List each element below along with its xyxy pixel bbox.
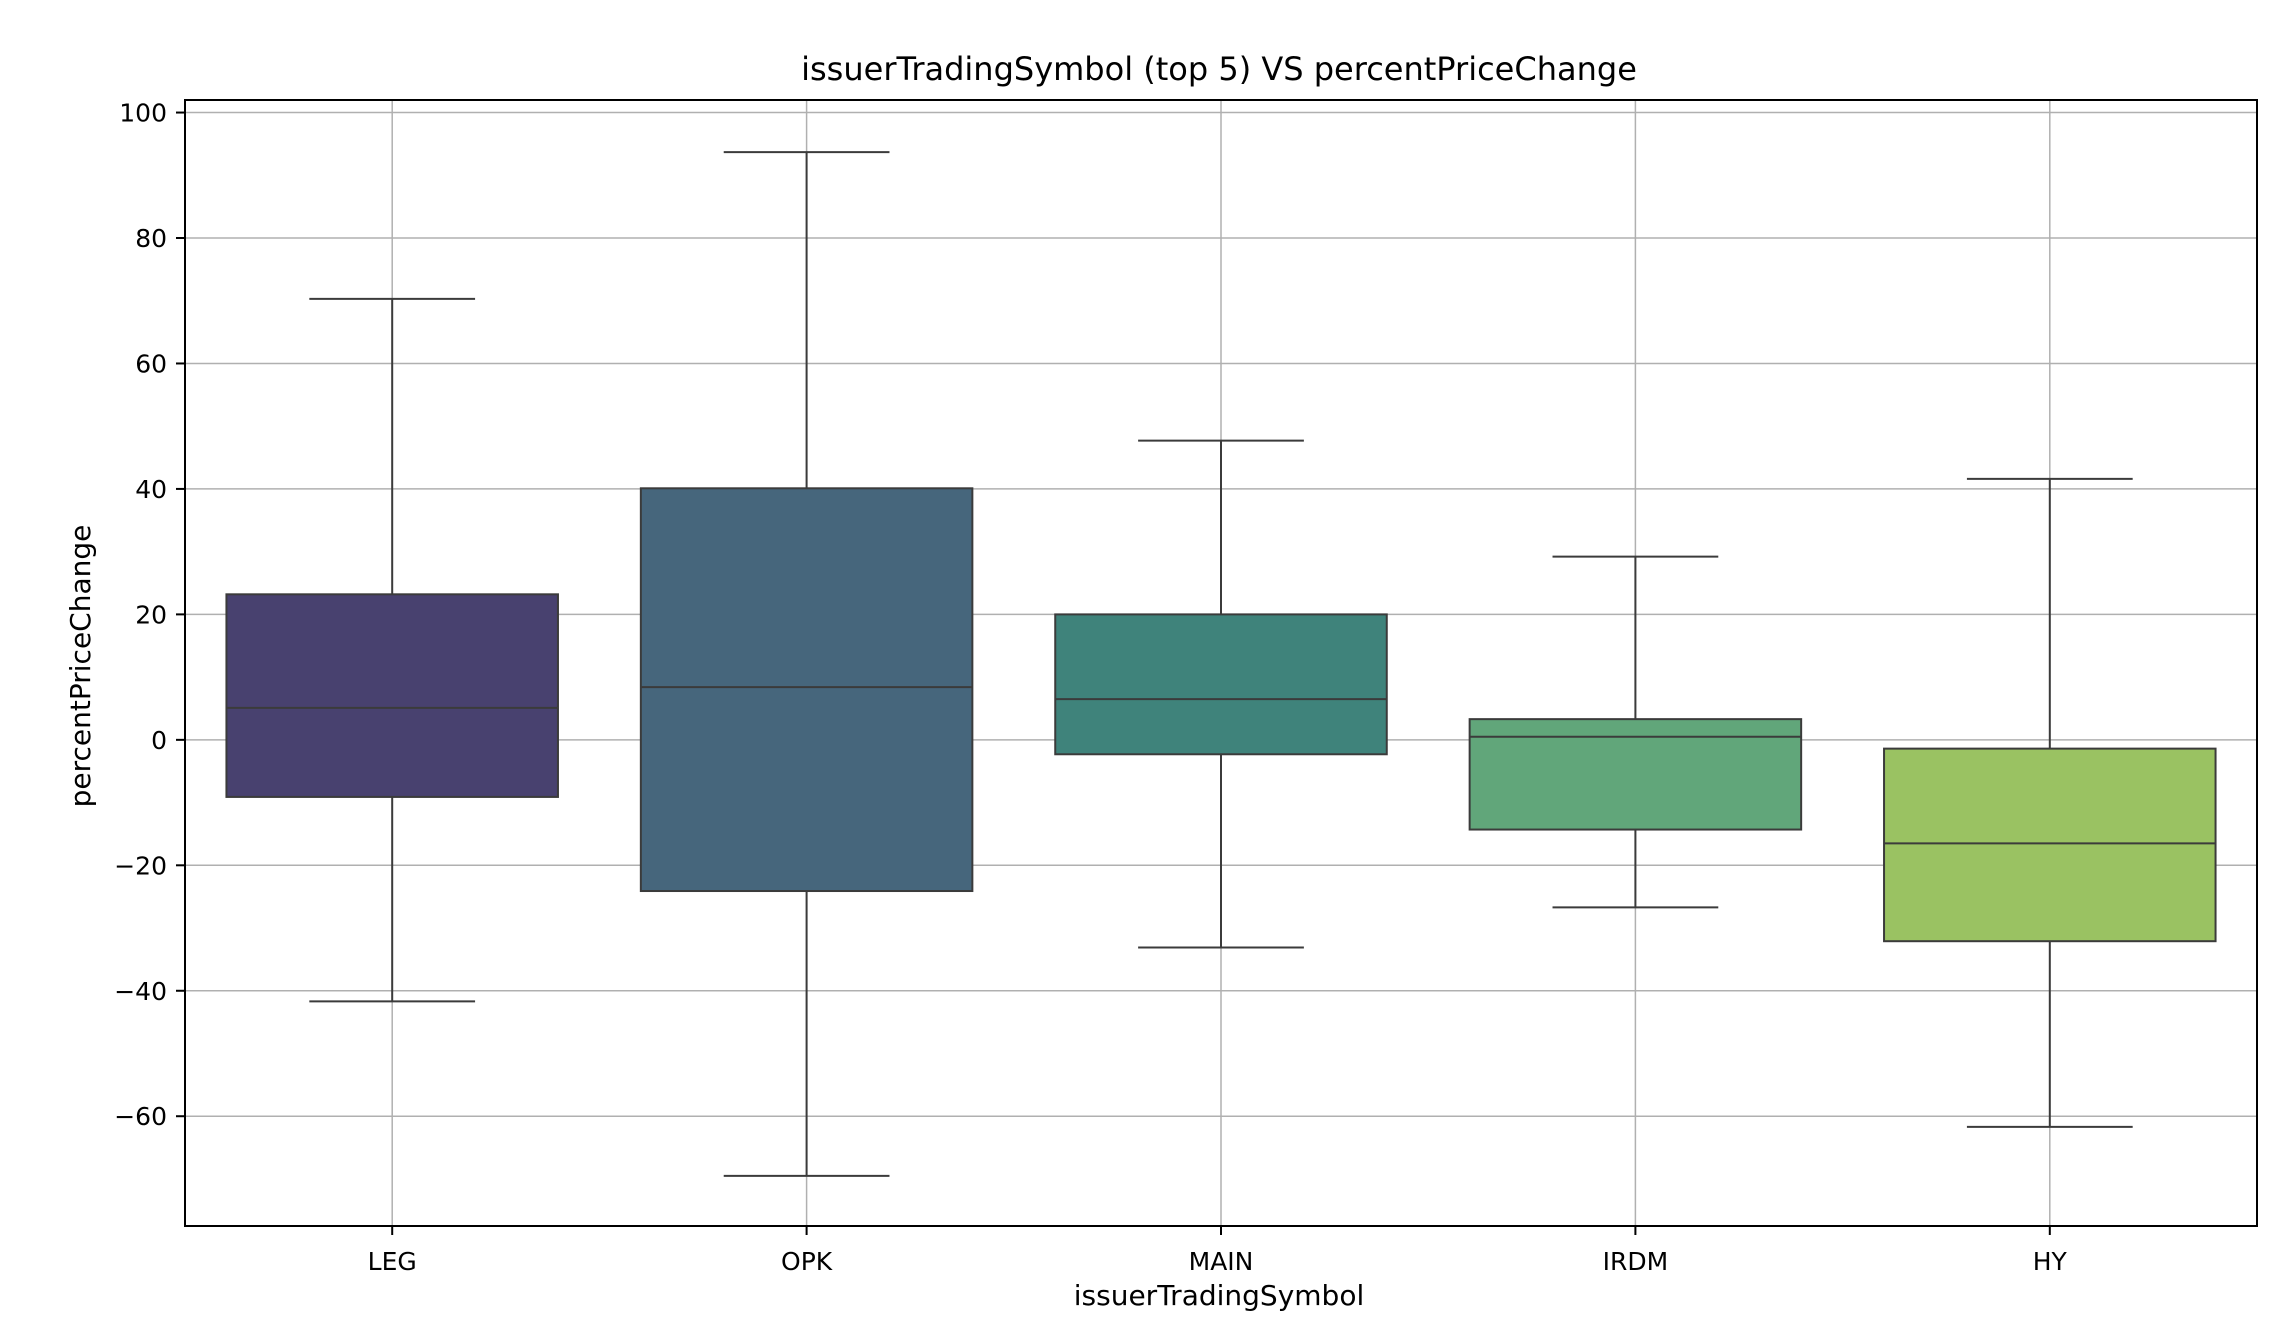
- y-tick-label: 100: [119, 99, 167, 128]
- x-axis-label: issuerTradingSymbol: [1074, 1279, 1364, 1312]
- x-tick-label-hy: HY: [2033, 1247, 2068, 1276]
- box-opk: [639, 151, 974, 1177]
- x-tick-label-leg: LEG: [368, 1247, 417, 1276]
- iqr-box: [1468, 718, 1803, 831]
- box-irdm: [1468, 555, 1803, 909]
- boxes-layer: [225, 151, 2217, 1177]
- x-tick-label-opk: OPK: [781, 1247, 833, 1276]
- x-axis-ticks: LEG OPK MAIN IRDM HY: [368, 1226, 2068, 1276]
- y-tick-label: 60: [135, 349, 167, 378]
- y-tick-label: 40: [135, 475, 167, 504]
- iqr-box: [639, 487, 974, 893]
- y-tick-label: 80: [135, 224, 167, 253]
- chart-title: issuerTradingSymbol (top 5) VS percentPr…: [801, 50, 1637, 88]
- y-tick-label: −60: [114, 1102, 167, 1131]
- y-tick-label: −20: [114, 851, 167, 880]
- x-tick-label-irdm: IRDM: [1603, 1247, 1669, 1276]
- iqr-box: [1883, 747, 2217, 943]
- y-tick-label: −40: [114, 977, 167, 1006]
- y-axis-label: percentPriceChange: [64, 525, 97, 808]
- y-tick-label: 0: [151, 726, 167, 755]
- box-main: [1054, 439, 1388, 949]
- y-tick-label: 20: [135, 600, 167, 629]
- box-leg: [225, 297, 559, 1003]
- box-hy: [1883, 477, 2217, 1128]
- iqr-box: [225, 593, 559, 798]
- iqr-box: [1054, 613, 1388, 756]
- y-axis-ticks: 100 80 60 40 20 0 −20 −40 −60: [114, 99, 185, 1131]
- x-tick-label-main: MAIN: [1189, 1247, 1254, 1276]
